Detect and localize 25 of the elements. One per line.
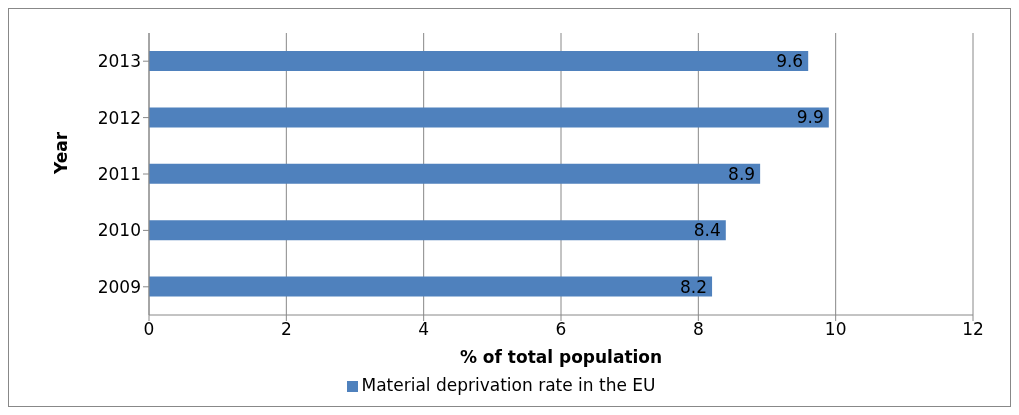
- y-tick-label: 2012: [97, 107, 141, 128]
- data-label: 9.9: [796, 107, 824, 128]
- y-tick-label: 2011: [97, 164, 141, 185]
- data-label: 8.9: [728, 163, 756, 184]
- bar: [149, 276, 713, 297]
- y-axis-title: Year: [51, 131, 72, 175]
- y-tick-label: 2010: [97, 220, 141, 241]
- data-label: 9.6: [776, 51, 804, 72]
- bar: [149, 107, 829, 128]
- x-tick-label: 6: [555, 319, 567, 340]
- legend-label: Material deprivation rate in the EU: [361, 375, 656, 395]
- data-label: 8.2: [680, 276, 708, 297]
- bar: [149, 163, 761, 184]
- y-tick-label: 2009: [97, 276, 141, 297]
- x-axis-title: % of total population: [459, 347, 663, 367]
- x-tick-label: 2: [280, 319, 292, 340]
- x-tick-label: 8: [692, 319, 704, 340]
- bar: [149, 220, 726, 241]
- y-tick-label: 2013: [97, 51, 141, 72]
- x-tick-label: 10: [824, 319, 847, 340]
- x-tick-label: 0: [143, 319, 155, 340]
- bar: [149, 51, 809, 71]
- x-tick-label: 4: [418, 319, 430, 340]
- data-label: 8.4: [693, 220, 721, 241]
- x-tick-label: 12: [962, 319, 984, 340]
